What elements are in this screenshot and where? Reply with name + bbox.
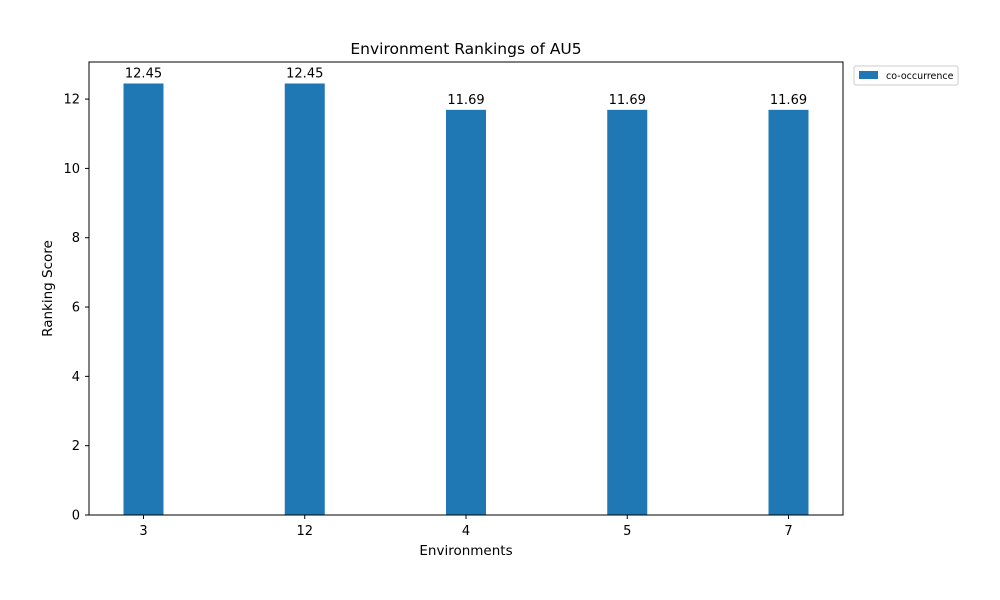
bar-env-4 [446, 109, 486, 516]
y-tick-label-4: 4 [72, 370, 80, 385]
bars-layer [123, 83, 809, 516]
chart-title: Environment Rankings of AU5 [350, 40, 581, 58]
y-tick-label-10: 10 [63, 162, 80, 177]
x-axis-label: Environments [419, 543, 512, 559]
data-label-env-12: 12.45 [286, 66, 323, 81]
y-axis: 0 2 4 6 8 10 12 [63, 93, 89, 524]
plot-frame [88, 61, 844, 516]
legend-frame [853, 65, 959, 86]
x-tick-label-12: 12 [296, 524, 313, 539]
data-label-env-5: 11.69 [609, 93, 646, 108]
data-label-env-4: 11.69 [447, 93, 484, 108]
y-tick-label-8: 8 [72, 231, 80, 246]
x-tick-label-5: 5 [623, 524, 631, 539]
bar-env-3 [123, 83, 164, 516]
x-axis: 3 12 4 5 7 [139, 515, 793, 539]
legend-label: co-occurrence [886, 71, 954, 82]
bar-env-12 [284, 83, 325, 516]
y-tick-label-12: 12 [63, 93, 80, 108]
data-label-env-3: 12.45 [125, 66, 162, 81]
legend: co-occurrence [853, 65, 959, 86]
data-label-env-7: 11.69 [770, 93, 807, 108]
bar-env-5 [607, 109, 648, 516]
y-tick-label-2: 2 [72, 439, 80, 454]
x-tick-label-7: 7 [784, 524, 792, 539]
legend-swatch [859, 71, 878, 79]
data-labels-layer: 12.45 12.45 11.69 11.69 11.69 [125, 66, 807, 107]
y-tick-label-6: 6 [72, 301, 80, 316]
x-tick-label-4: 4 [462, 524, 470, 539]
x-tick-label-3: 3 [139, 524, 147, 539]
bar-env-7 [768, 109, 809, 516]
y-axis-label: Ranking Score [40, 240, 56, 337]
y-tick-label-0: 0 [72, 509, 80, 524]
